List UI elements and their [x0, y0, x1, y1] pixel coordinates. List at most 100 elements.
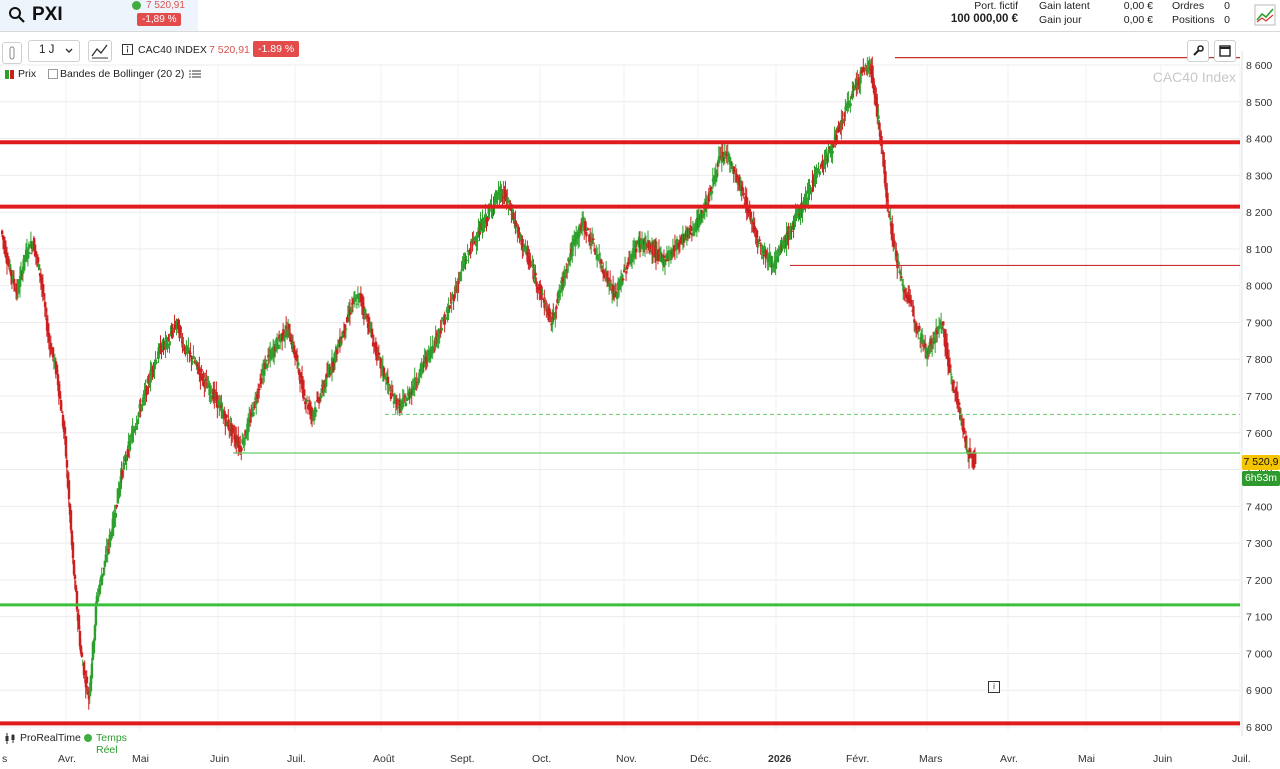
- y-tick-label: 6 800: [1246, 722, 1272, 734]
- candle-body: [129, 442, 133, 444]
- candle-body: [610, 283, 613, 286]
- candle-body: [502, 189, 505, 197]
- info-icon[interactable]: [122, 44, 133, 55]
- candle-body: [240, 447, 243, 452]
- candle-body: [255, 400, 258, 405]
- candle-body: [315, 409, 318, 413]
- candle-body: [490, 205, 493, 213]
- candle-body: [589, 237, 592, 243]
- candle-body: [108, 534, 112, 548]
- candle-body: [224, 419, 227, 427]
- y-tick-label: 8 300: [1246, 170, 1272, 182]
- candle-body: [569, 253, 572, 261]
- candle-body: [458, 272, 461, 282]
- candle-body: [117, 488, 121, 499]
- candle-body: [667, 250, 671, 258]
- candle-body: [6, 262, 10, 264]
- candle-body: [360, 296, 364, 307]
- candle-body: [284, 335, 287, 338]
- candle-body: [386, 376, 390, 383]
- candle-body: [743, 203, 747, 205]
- candle-body: [474, 237, 477, 241]
- candle-body: [921, 334, 924, 344]
- candle-body: [472, 236, 475, 244]
- candle-body: [299, 379, 302, 384]
- settings-button[interactable]: [1187, 40, 1209, 62]
- candle-body: [72, 560, 76, 575]
- grip-icon: [9, 46, 15, 60]
- chart-type-button[interactable]: [88, 40, 112, 62]
- candle-body: [707, 192, 711, 202]
- candle-body: [345, 317, 349, 323]
- performance-chart-icon[interactable]: [1254, 4, 1276, 26]
- event-info-icon[interactable]: i: [988, 681, 1000, 693]
- candle-body: [859, 72, 862, 84]
- candle-body: [241, 439, 244, 444]
- candle-body: [59, 399, 63, 411]
- candle-body: [928, 345, 931, 355]
- candle-body: [896, 259, 899, 269]
- candle-body: [293, 345, 296, 355]
- bollinger-checkbox[interactable]: [48, 69, 58, 79]
- y-tick-label: 8 600: [1246, 60, 1272, 72]
- candle-body: [876, 103, 879, 118]
- candle-body: [432, 349, 436, 352]
- candle-body: [204, 379, 207, 382]
- x-tick-label: Juin: [1153, 753, 1172, 765]
- candle-body: [758, 239, 762, 241]
- candle-body: [673, 245, 677, 250]
- candle-body: [463, 261, 466, 263]
- candle-body: [504, 189, 507, 200]
- candle-body: [446, 310, 450, 321]
- search-icon[interactable]: [8, 6, 26, 24]
- drag-handle[interactable]: [2, 42, 22, 64]
- candle-body: [114, 513, 118, 518]
- legend-bollinger[interactable]: Bandes de Bollinger (20 2): [60, 68, 185, 80]
- candle-body: [192, 355, 195, 360]
- candle-body: [17, 287, 21, 292]
- timeframe-value: 1 J: [39, 44, 55, 56]
- candle-body: [22, 254, 26, 269]
- portfolio-value[interactable]: 100 000,00 €: [950, 13, 1018, 25]
- candle-body: [125, 458, 129, 460]
- candle-body: [549, 312, 552, 314]
- candle-body: [788, 230, 791, 240]
- candle-body: [826, 158, 829, 162]
- candle-body: [735, 174, 739, 183]
- candle-body: [12, 278, 16, 285]
- candle-body: [678, 241, 682, 245]
- orders-label[interactable]: Ordres: [1172, 0, 1205, 12]
- candle-body: [566, 269, 569, 273]
- candle-body: [832, 144, 835, 148]
- candle-body: [749, 211, 753, 223]
- candle-body: [265, 359, 268, 361]
- y-tick-label: 7 000: [1246, 648, 1272, 660]
- x-tick-label: Avr.: [1000, 753, 1018, 765]
- window-button[interactable]: [1214, 40, 1236, 62]
- positions-label[interactable]: Positions: [1172, 14, 1215, 26]
- candle-body: [311, 408, 314, 417]
- candle-body: [189, 352, 192, 354]
- search-box[interactable]: PXI 7 520,91 -1,89 %: [0, 0, 198, 31]
- candle-body: [396, 406, 400, 409]
- candle-body: [635, 248, 638, 253]
- candle-body: [702, 211, 706, 216]
- candle-body: [529, 260, 532, 264]
- candle-body: [753, 226, 757, 231]
- ticker-symbol[interactable]: PXI: [32, 4, 63, 25]
- timeframe-select[interactable]: 1 J: [28, 40, 80, 62]
- candle-body: [932, 341, 935, 343]
- candle-body: [851, 90, 854, 99]
- candle-body: [203, 381, 206, 388]
- candle-body: [325, 373, 329, 378]
- candle-body: [1, 230, 4, 235]
- candle-body: [562, 277, 565, 283]
- legend-price[interactable]: Prix: [18, 68, 37, 80]
- candle-body: [827, 149, 830, 153]
- candle-body: [153, 364, 156, 370]
- price-chart[interactable]: 8 600 8 500 8 400 8 300 8 200 8 100 8 000 7 900…: [0, 31, 1280, 769]
- y-tick-label: 7 200: [1246, 575, 1272, 587]
- list-icon[interactable]: [189, 68, 203, 80]
- candle-body: [80, 652, 84, 657]
- provider-label[interactable]: ProRealTime: [20, 732, 81, 744]
